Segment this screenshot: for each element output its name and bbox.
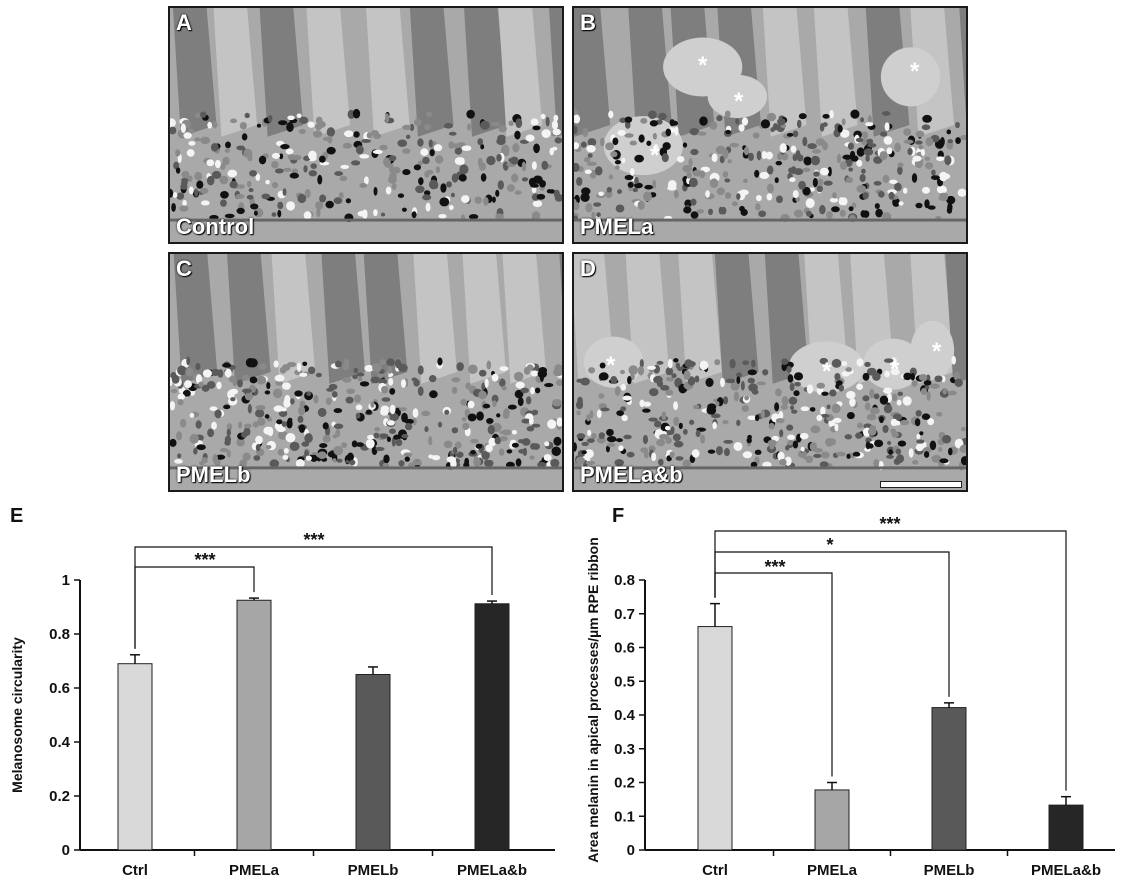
condition-label-control: Control [176, 214, 255, 239]
micrograph-image-b [574, 8, 966, 242]
significance-bracket-e [134, 546, 493, 649]
vacuole-asterisk: * [650, 142, 660, 169]
vacuole-asterisk: * [698, 52, 708, 79]
y-axis-label-f: Area melanin in apical processes/µm RPE … [585, 537, 601, 863]
bar-f-pmela [814, 789, 850, 851]
micrograph-panel-b: B PMELa * * * * [572, 6, 968, 244]
bar-e-pmelab [474, 603, 510, 851]
y-tick-label-f: 0.7 [614, 606, 635, 623]
significance-bracket-f [714, 572, 833, 777]
vacuole-asterisk: * [734, 88, 744, 115]
bar-f-pmelb [931, 707, 967, 851]
x-tick-label-e: PMELa&b [457, 862, 527, 879]
x-tick-label-f: PMELa&b [1031, 862, 1101, 879]
significance-label-f: *** [879, 514, 900, 534]
significance-bracket-e [134, 566, 255, 649]
y-tick-label-f: 0.6 [614, 640, 635, 657]
bar-f-ctrl [697, 626, 733, 851]
condition-label-pmela-and-b: PMELa&b [580, 462, 683, 487]
bar-e-ctrl [117, 663, 153, 851]
bar-e-pmela [236, 599, 272, 851]
vacuole-asterisk: * [890, 356, 900, 383]
chart-panel-letter-e: E [10, 505, 23, 527]
y-tick-label-f: 0.2 [614, 775, 635, 792]
y-tick-label-f: 0.3 [614, 741, 635, 758]
y-tick-label-e: 1 [62, 572, 70, 589]
significance-label-e: *** [303, 530, 324, 550]
y-tick-label-e: 0.4 [49, 734, 71, 751]
x-tick-label-e: PMELb [348, 862, 399, 879]
y-tick-label-f: 0 [627, 842, 635, 859]
micrograph-panel-a: A Control [168, 6, 564, 244]
bar-f-pmelab [1048, 804, 1084, 851]
vacuole-asterisk: * [910, 58, 920, 85]
x-tick-label-e: Ctrl [122, 862, 148, 879]
y-tick-label-e: 0.6 [49, 680, 70, 697]
x-tick-label-e: PMELa [229, 862, 280, 879]
y-tick-label-e: 0.2 [49, 788, 70, 805]
vacuole-asterisk: * [932, 338, 942, 365]
vacuole-asterisk: * [606, 352, 616, 379]
x-tick-label-f: Ctrl [702, 862, 728, 879]
y-tick-label-f: 0.8 [614, 572, 635, 589]
significance-bracket-f [714, 530, 1067, 791]
condition-label-pmela: PMELa [580, 214, 654, 239]
micrograph-panel-c: C PMELb [168, 252, 564, 492]
scale-bar [880, 481, 962, 488]
panel-letter-c: C [176, 256, 192, 281]
micrograph-panel-d: D PMELa&b * * * * [572, 252, 968, 492]
micrograph-image-d [574, 254, 966, 490]
significance-label-f: * [826, 535, 833, 555]
y-tick-label-f: 0.4 [614, 707, 636, 724]
panel-letter-d: D [580, 256, 596, 281]
y-axis-label-e: Melanosome circularity [9, 637, 25, 793]
x-tick-label-f: PMELa [807, 862, 858, 879]
x-tick-label-f: PMELb [924, 862, 975, 879]
vacuole-asterisk: * [822, 358, 832, 385]
panel-letter-b: B [580, 10, 596, 35]
y-tick-label-f: 0.1 [614, 808, 635, 825]
y-tick-label-e: 0 [62, 842, 70, 859]
significance-label-e: *** [194, 550, 215, 570]
significance-label-f: *** [764, 557, 785, 577]
bar-e-pmelb [355, 674, 391, 851]
y-tick-label-e: 0.8 [49, 626, 70, 643]
micrograph-image-a [170, 8, 562, 242]
condition-label-pmelb: PMELb [176, 462, 251, 487]
micrograph-image-c [170, 254, 562, 490]
chart-panel-letter-f: F [612, 505, 624, 527]
y-tick-label-f: 0.5 [614, 673, 635, 690]
panel-letter-a: A [176, 10, 192, 35]
